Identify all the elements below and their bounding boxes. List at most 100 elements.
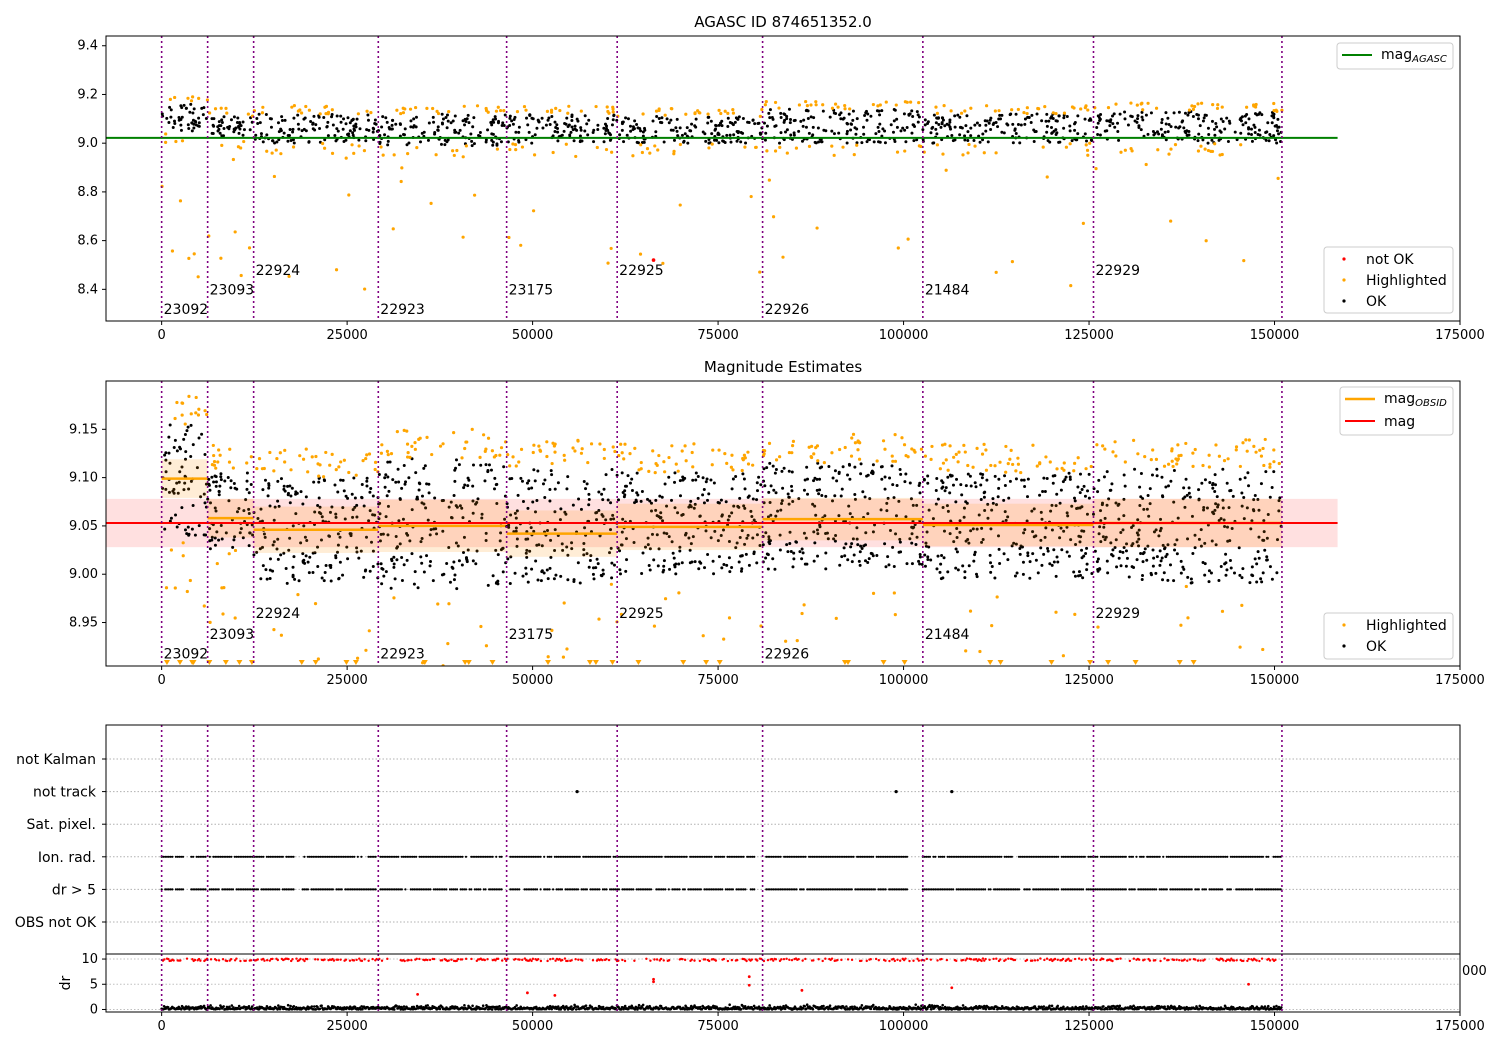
- flag-point: [589, 888, 592, 891]
- ok-point: [1213, 473, 1217, 477]
- ok-point: [195, 466, 199, 470]
- ok-point: [595, 510, 599, 514]
- ok-point: [1245, 506, 1249, 510]
- ok-point: [1141, 497, 1145, 501]
- ok-point: [791, 499, 795, 503]
- highlighted-point: [998, 460, 1002, 464]
- flag-point: [1032, 855, 1035, 858]
- ok-point: [762, 467, 766, 471]
- flag-point: [367, 855, 370, 858]
- flag-point: [596, 888, 599, 891]
- ok-point: [911, 115, 915, 119]
- ok-point: [892, 565, 896, 569]
- flag-point: [379, 888, 382, 891]
- ok-point: [958, 519, 962, 523]
- flag-point: [680, 855, 683, 858]
- highlighted-point: [173, 416, 177, 421]
- ok-point: [238, 127, 242, 131]
- ok-point: [767, 111, 771, 115]
- ok-point: [648, 499, 652, 503]
- flag-point: [589, 855, 592, 858]
- ok-point: [191, 443, 195, 447]
- ok-point: [878, 122, 882, 126]
- flag-point: [768, 855, 771, 858]
- ok-point: [524, 572, 528, 576]
- ok-point: [859, 472, 863, 476]
- flag-point: [1220, 888, 1224, 891]
- ok-point: [742, 504, 746, 508]
- ok-point: [706, 121, 710, 125]
- flag-point: [753, 888, 756, 891]
- ok-point: [611, 513, 615, 517]
- flag-point: [800, 855, 804, 858]
- ok-point: [201, 113, 205, 117]
- highlighted-point: [496, 105, 500, 109]
- highlighted-point: [1041, 145, 1045, 149]
- ok-point: [472, 142, 476, 146]
- ok-point: [329, 563, 333, 567]
- flag-point: [806, 888, 809, 891]
- ok-point: [797, 497, 801, 501]
- flag-point: [674, 855, 678, 858]
- flag-point: [555, 888, 558, 891]
- flag-point: [1005, 888, 1008, 891]
- ok-point: [705, 477, 709, 481]
- flag-point: [1195, 888, 1199, 891]
- ok-point: [807, 131, 811, 135]
- highlighted-point: [743, 456, 747, 460]
- flag-point: [553, 855, 556, 858]
- flag-point: [240, 855, 244, 858]
- flag-point: [1131, 888, 1135, 891]
- flag-point: [673, 855, 676, 858]
- ok-point: [995, 503, 999, 507]
- ok-point: [883, 475, 887, 479]
- ok-point: [662, 140, 666, 144]
- ok-point: [742, 477, 746, 481]
- ok-point: [330, 112, 334, 116]
- ok-point: [596, 127, 600, 131]
- flag-point: [793, 855, 796, 858]
- ok-point: [390, 557, 394, 561]
- highlighted-point: [1261, 446, 1265, 451]
- highlighted-point: [218, 453, 222, 457]
- flag-point: [847, 888, 850, 891]
- ok-point: [264, 568, 268, 572]
- flag-point: [457, 855, 460, 858]
- ok-point: [720, 119, 724, 123]
- highlighted-point: [1262, 463, 1266, 468]
- flag-point: [948, 855, 951, 858]
- ok-point: [571, 503, 575, 507]
- flag-point: [473, 855, 476, 858]
- ok-point: [235, 121, 239, 125]
- ok-point: [1202, 508, 1206, 512]
- ok-point: [945, 122, 949, 126]
- ok-point: [1259, 482, 1263, 486]
- flag-point: [827, 855, 830, 858]
- ok-point: [292, 116, 296, 120]
- flag-point: [608, 888, 612, 891]
- ok-point: [1203, 478, 1207, 482]
- ok-point: [501, 570, 505, 574]
- flag-point: [512, 855, 516, 858]
- flag-point: [875, 855, 878, 858]
- flag-point: [464, 855, 468, 858]
- flag-point: [788, 855, 791, 858]
- highlighted-point: [834, 616, 838, 620]
- ok-point: [1275, 141, 1279, 145]
- ok-point: [1099, 540, 1103, 544]
- ok-point: [491, 118, 495, 122]
- flag-point: [598, 855, 601, 858]
- ok-point: [1257, 535, 1261, 539]
- ok-point: [804, 125, 808, 129]
- flag-point: [546, 888, 549, 891]
- ok-point: [1257, 508, 1261, 512]
- ok-point: [988, 553, 992, 557]
- highlighted-point: [929, 457, 933, 462]
- ok-point: [448, 580, 452, 584]
- ok-point: [420, 537, 424, 541]
- flag-point: [726, 855, 729, 858]
- highlighted-point: [392, 153, 396, 157]
- flag-point: [854, 888, 857, 891]
- ok-point: [471, 463, 475, 467]
- ok-point: [326, 134, 330, 138]
